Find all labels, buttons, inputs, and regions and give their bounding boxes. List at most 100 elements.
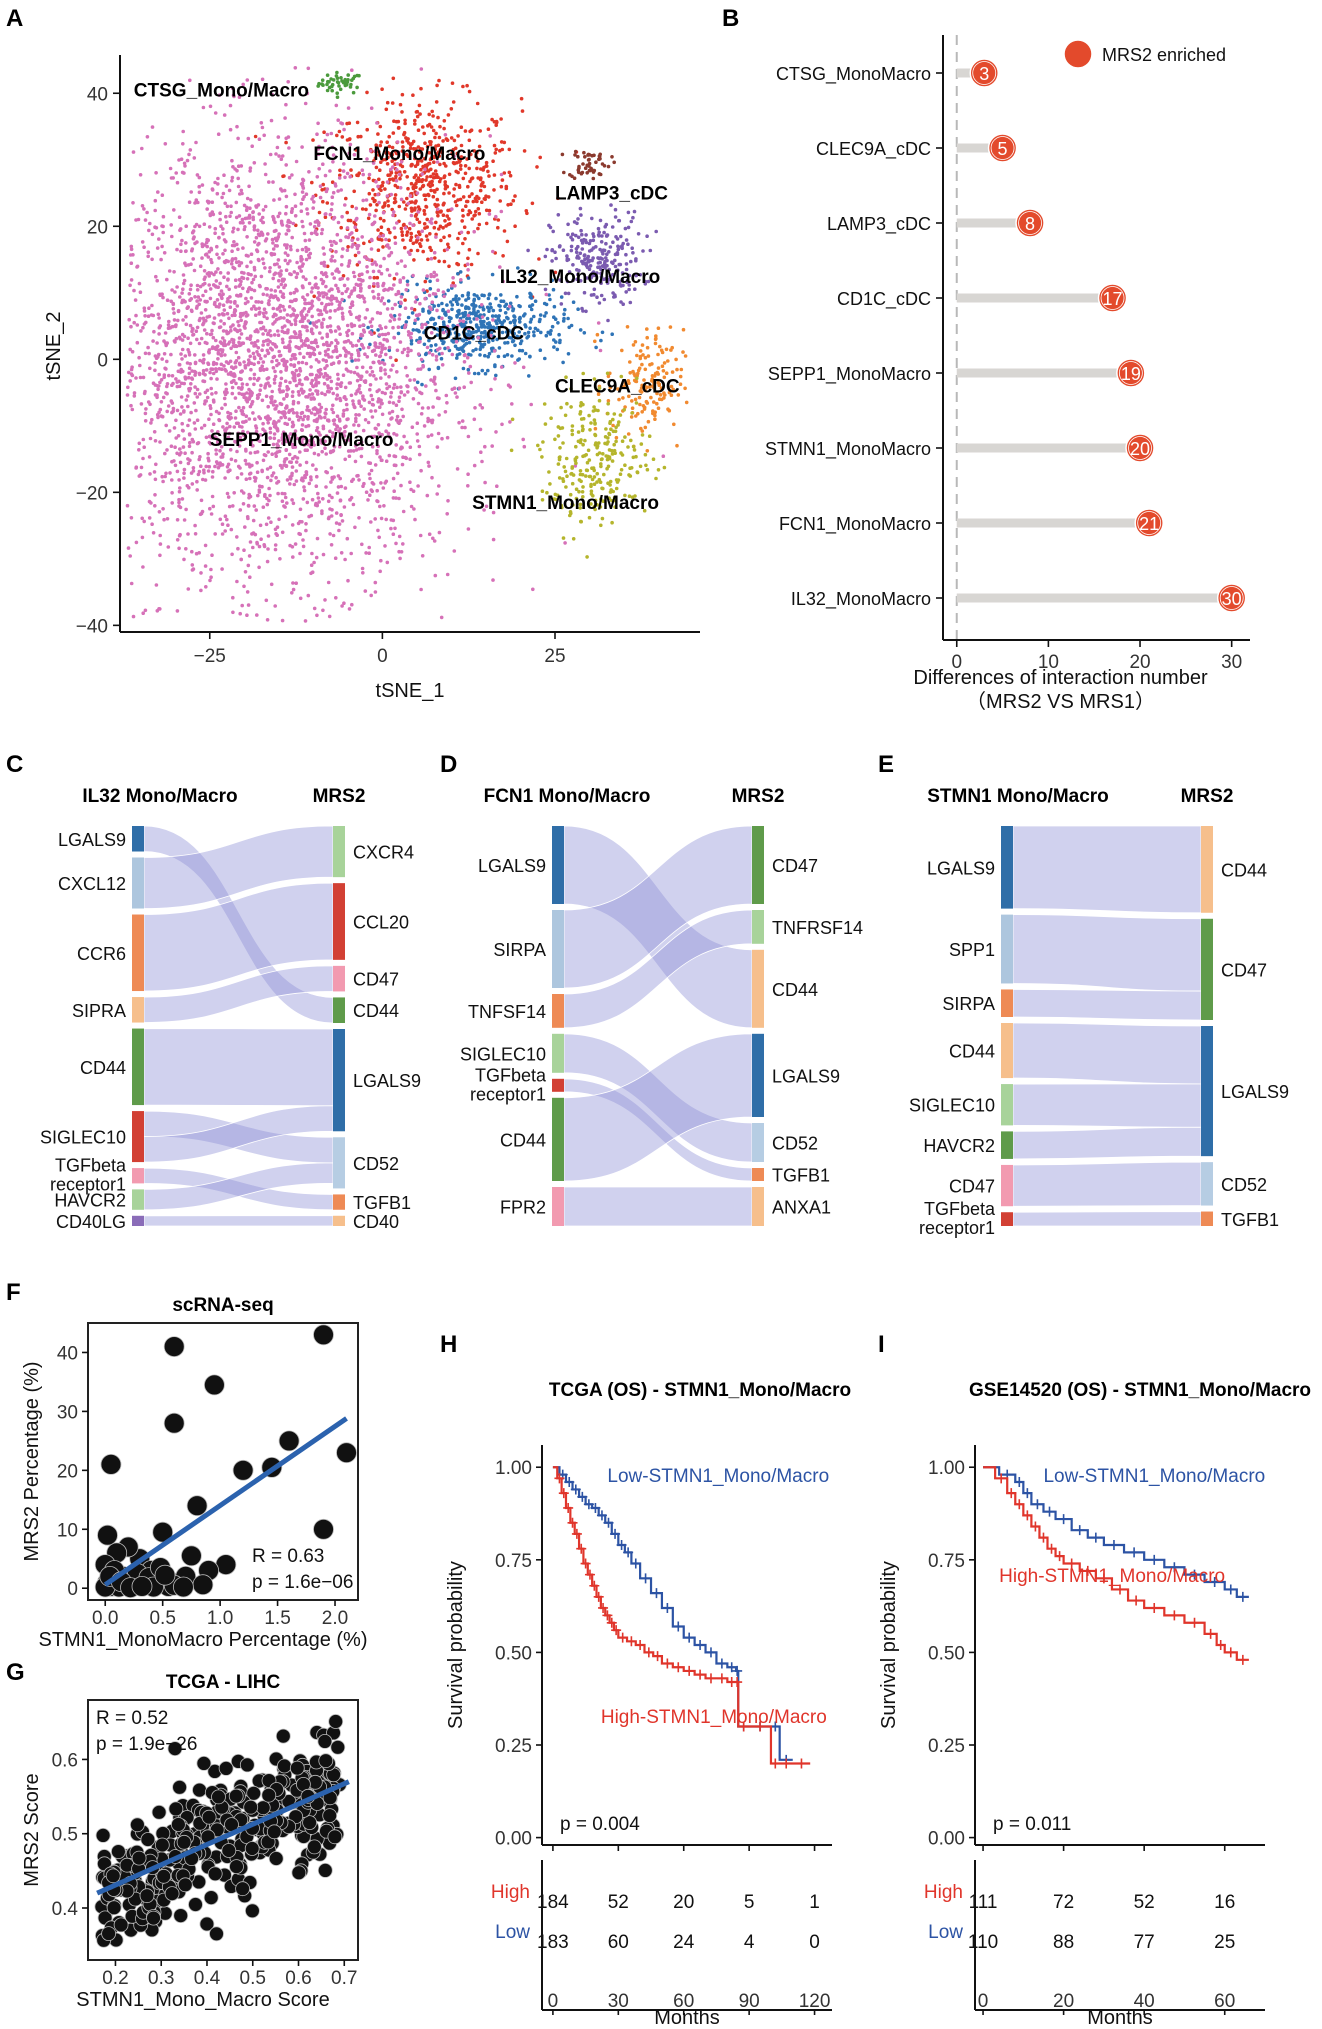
cell-point <box>362 296 366 301</box>
cell-point <box>418 533 423 538</box>
cell-point <box>523 312 527 316</box>
cell-point <box>270 400 274 405</box>
cell-point <box>161 507 165 511</box>
cell-point <box>426 406 431 410</box>
cell-point <box>606 436 610 440</box>
cell-point <box>178 486 182 490</box>
cell-point <box>387 348 392 353</box>
cell-point <box>256 329 260 334</box>
cell-point <box>266 450 271 454</box>
cell-point <box>501 279 505 284</box>
cell-point <box>257 484 262 489</box>
cell-point <box>207 350 211 354</box>
cell-point <box>325 296 330 300</box>
cell-point <box>260 364 265 369</box>
cell-point <box>235 476 240 480</box>
cell-point <box>400 350 405 355</box>
cell-point <box>126 370 131 375</box>
cell-point <box>371 188 375 192</box>
cell-point <box>429 221 434 225</box>
cell-point <box>381 233 386 238</box>
cell-point <box>184 224 188 228</box>
cell-point <box>547 223 551 228</box>
cell-point <box>149 313 154 317</box>
cell-point <box>237 391 241 396</box>
cell-point <box>498 320 503 325</box>
cell-point <box>407 141 411 145</box>
cell-point <box>368 203 373 207</box>
cell-point <box>376 228 380 232</box>
cell-point <box>545 247 549 252</box>
cell-point <box>646 354 651 358</box>
cell-point <box>410 306 414 311</box>
cell-point <box>345 407 349 412</box>
cell-point <box>269 520 273 524</box>
cell-point <box>155 341 159 345</box>
cell-point <box>401 145 405 149</box>
cell-point <box>291 501 296 506</box>
cell-point <box>143 218 148 222</box>
cell-point <box>374 143 379 147</box>
cell-point <box>196 295 201 299</box>
cell-point <box>592 405 596 409</box>
cell-point <box>484 208 489 213</box>
cell-point <box>357 413 361 417</box>
cell-point <box>226 331 231 335</box>
cell-point <box>639 386 644 390</box>
cell-point <box>195 299 199 303</box>
cell-point <box>381 343 385 348</box>
cell-point <box>215 244 219 249</box>
cell-point <box>291 399 296 404</box>
cell-point <box>128 283 132 288</box>
cell-point <box>274 532 278 536</box>
cell-point <box>595 471 599 476</box>
cell-point <box>157 510 162 514</box>
cell-point <box>409 348 413 353</box>
cell-point <box>273 547 278 552</box>
cell-point <box>376 132 380 136</box>
cell-point <box>455 395 459 399</box>
cell-point <box>323 138 328 143</box>
cell-point <box>577 268 581 273</box>
cell-point <box>598 152 602 157</box>
cell-point <box>553 270 558 275</box>
cell-point <box>660 364 665 369</box>
cell-point <box>520 109 525 113</box>
cell-point <box>422 222 427 226</box>
cell-point <box>164 423 168 428</box>
cell-point <box>634 414 638 418</box>
cell-point <box>595 332 600 337</box>
cell-point <box>253 479 257 483</box>
cell-point <box>343 557 347 562</box>
cell-point <box>300 257 304 262</box>
cell-point <box>357 447 362 451</box>
cell-point <box>584 240 589 245</box>
cell-point <box>347 351 351 355</box>
cell-point <box>373 149 378 153</box>
cell-point <box>468 179 472 184</box>
cell-point <box>268 465 273 470</box>
cell-point <box>405 196 409 201</box>
cell-point <box>604 427 608 431</box>
cell-point <box>497 314 501 318</box>
cell-point <box>390 101 395 105</box>
cell-point <box>499 140 504 144</box>
cell-point <box>368 387 372 392</box>
cell-point <box>400 230 404 234</box>
cell-point <box>208 212 212 216</box>
cell-point <box>156 190 160 194</box>
cell-point <box>428 245 432 250</box>
cell-point <box>367 191 372 196</box>
cell-point <box>145 210 149 215</box>
cell-point <box>430 179 434 184</box>
cell-point <box>210 188 215 192</box>
cell-point <box>457 386 462 391</box>
cell-point <box>320 391 324 396</box>
cell-point <box>385 560 390 565</box>
cell-point <box>161 230 165 235</box>
cell-point <box>363 418 368 422</box>
cell-point <box>233 278 238 283</box>
cell-point <box>305 211 310 216</box>
cell-point <box>353 405 357 410</box>
cell-point <box>550 324 555 329</box>
